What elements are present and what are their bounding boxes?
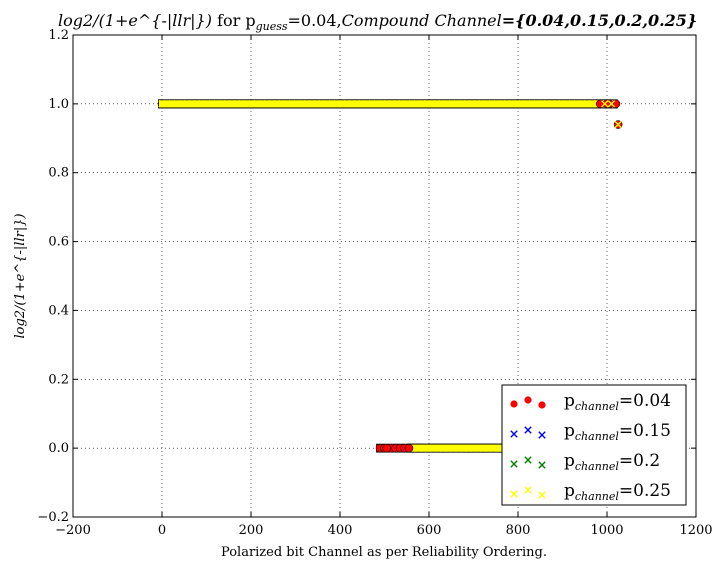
legend-marker [538, 491, 546, 499]
y-tick-label: 0.0 [48, 441, 69, 456]
data-point [614, 120, 622, 129]
series-band-3 [409, 443, 518, 453]
y-tick-label: 1.2 [48, 28, 69, 43]
legend-marker [510, 400, 518, 408]
legend-marker [524, 486, 532, 494]
x-tick-label: 1000 [590, 523, 623, 538]
x-tick-label: 200 [239, 523, 264, 538]
data-point [607, 100, 616, 108]
title-values: ={0.04,0.15,0.2,0.25} [502, 11, 697, 30]
x-tick-label: −200 [55, 523, 91, 538]
y-tick-label: 0.6 [48, 235, 69, 250]
plot-frame [72, 34, 697, 518]
legend-marker [510, 430, 518, 438]
grid [73, 35, 696, 517]
title-for: for p [212, 11, 256, 30]
legend-marker [524, 456, 532, 464]
legend-marker [524, 426, 532, 434]
data-layer [158, 99, 623, 453]
series-3-points [601, 100, 622, 129]
title-mid: =0.04, [288, 11, 342, 30]
x-tick-label: 1200 [679, 523, 712, 538]
legend-marker [538, 431, 546, 439]
legend-marker [538, 401, 546, 409]
legend-marker [510, 460, 518, 468]
data-point [404, 443, 414, 453]
data-point [596, 99, 605, 109]
y-tick-label: 0.2 [48, 372, 69, 387]
y-tick-label: 0.8 [48, 166, 69, 181]
legend-marker [524, 396, 532, 404]
data-point [601, 100, 609, 108]
legend-label: pchannel=0.04 [564, 391, 671, 413]
legend-label: pchannel=0.2 [564, 451, 660, 473]
y-tick-label: 1.0 [48, 97, 69, 112]
x-tick-label: 800 [506, 523, 531, 538]
title-compound: Compound Channel [342, 11, 502, 30]
x-axis-label: Polarized bit Channel as per Reliability… [221, 545, 547, 560]
title-guess-sub: guess [256, 20, 288, 33]
legend-label: pchannel=0.25 [564, 481, 671, 503]
y-tick-label: −0.2 [37, 510, 69, 525]
legend-marker [510, 490, 518, 498]
title-math: log2/(1+e^{-|llr|}) [58, 11, 212, 30]
data-point [382, 443, 392, 453]
legend-marker [538, 461, 546, 469]
legend: pchannel=0.04 pchannel=0.15 pchannel=0.2 pc… [501, 384, 687, 506]
y-axis-label: log2/(1+e^{-|llr|}) [13, 213, 28, 338]
chart-title: log2/(1+e^{-|llr|}) for pguess=0.04,Comp… [58, 11, 697, 33]
series-band-3 [158, 99, 618, 109]
x-tick-label: 0 [158, 523, 166, 538]
y-tick-label: 0.4 [48, 303, 69, 318]
legend-box [501, 384, 687, 506]
x-tick-label: 600 [417, 523, 442, 538]
legend-label: pchannel=0.15 [564, 421, 671, 443]
x-tick-label: 400 [328, 523, 353, 538]
ticks: −200 0 200 400 600 800 1000 1200 −0.2 0.0 0.2 0.4 0.… [37, 28, 712, 538]
